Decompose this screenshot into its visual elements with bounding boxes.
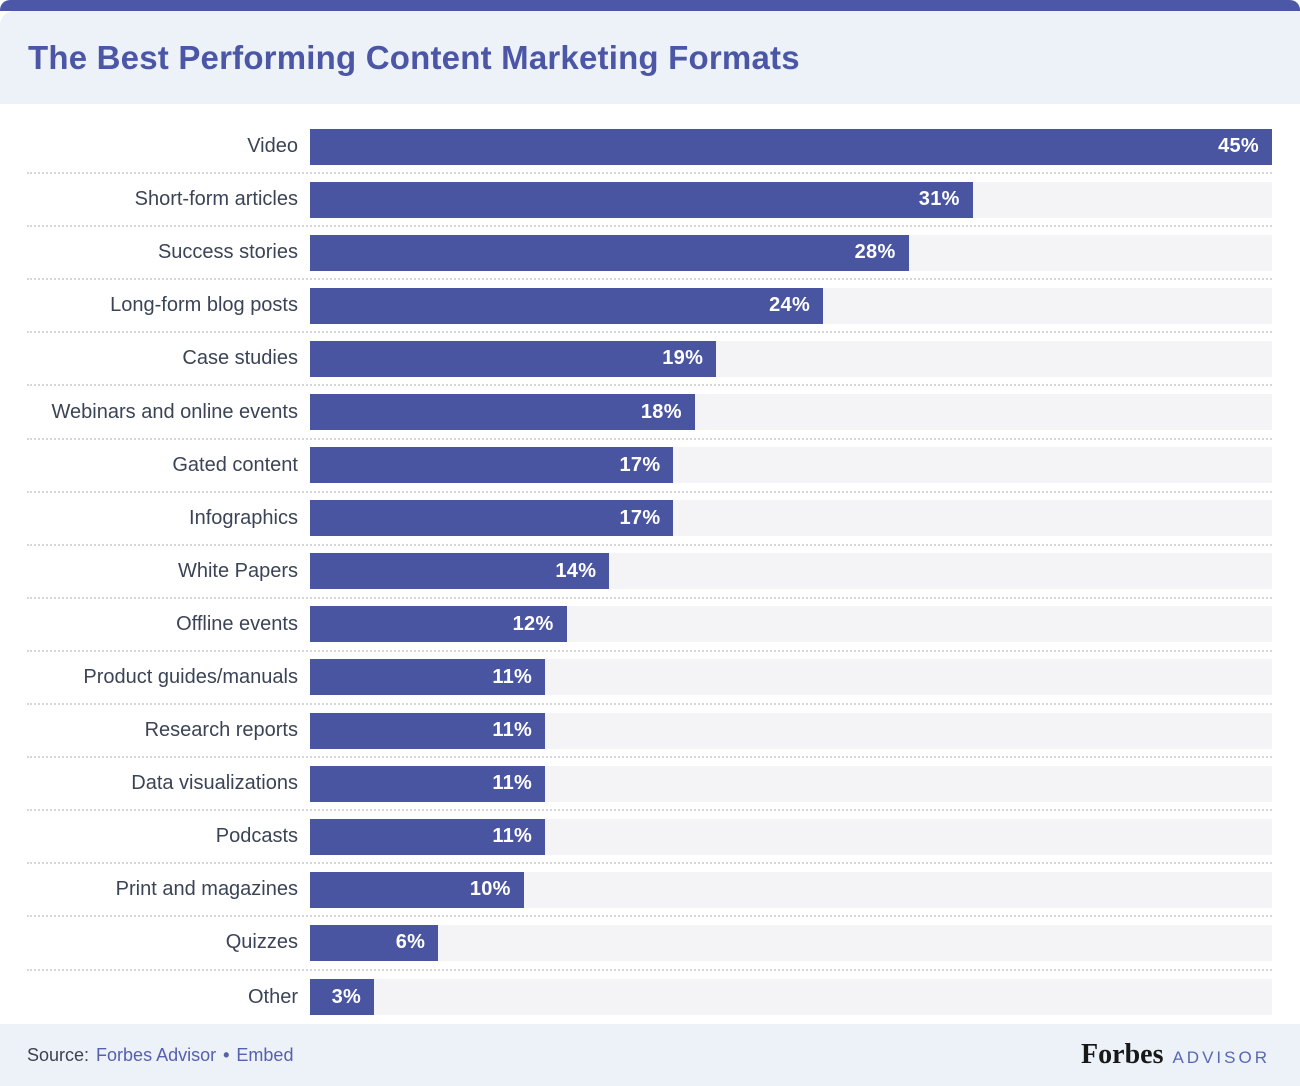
bar: 11% <box>310 712 546 749</box>
value-label: 3% <box>331 985 362 1008</box>
value-label: 31% <box>918 188 960 211</box>
bar: 11% <box>310 765 546 802</box>
value-label: 11% <box>492 772 533 795</box>
category-label: Success stories <box>157 241 298 264</box>
value-label: 14% <box>555 559 597 582</box>
footer: Source: Forbes Advisor • Embed Forbes AD… <box>0 1024 1300 1086</box>
category-label: Print and magazines <box>115 878 298 901</box>
forbes-advisor-logo[interactable]: Forbes ADVISOR <box>1081 1039 1270 1071</box>
bullet-separator: • <box>223 1044 230 1065</box>
chart-row: Short-form articles 31% <box>27 174 1272 228</box>
bar-track: 6% <box>310 924 1272 961</box>
bar-track: 18% <box>310 394 1272 431</box>
bar-track: 12% <box>310 606 1272 643</box>
value-label: 11% <box>492 665 533 688</box>
category-label: Case studies <box>182 347 298 370</box>
bar: 11% <box>310 818 546 855</box>
chart-row: Other 3% <box>27 971 1272 1024</box>
value-label: 28% <box>854 241 896 264</box>
accent-top-strip <box>0 0 1300 11</box>
bar: 17% <box>310 500 674 537</box>
bar: 19% <box>310 340 717 377</box>
value-label: 11% <box>492 825 533 848</box>
category-label: Product guides/manuals <box>83 665 298 688</box>
chart-row: Webinars and online events 18% <box>27 386 1272 440</box>
category-label: Quizzes <box>225 931 298 954</box>
bar-track: 3% <box>310 979 1272 1016</box>
chart-row: Offline events 12% <box>27 599 1272 652</box>
bar: 11% <box>310 659 546 696</box>
category-label: Podcasts <box>215 825 298 848</box>
chart-row: Long-form blog posts 24% <box>27 280 1272 334</box>
bar-track: 11% <box>310 765 1272 802</box>
bar: 18% <box>310 394 695 431</box>
chart-header: The Best Performing Content Marketing Fo… <box>0 11 1300 104</box>
bar-track: 11% <box>310 712 1272 749</box>
bar: 28% <box>310 234 909 271</box>
bar-track: 10% <box>310 871 1272 908</box>
bar-track: 14% <box>310 553 1272 590</box>
chart-row: Quizzes 6% <box>27 917 1272 971</box>
category-label: Offline events <box>176 612 298 635</box>
category-label: Gated content <box>172 453 298 476</box>
value-label: 19% <box>662 347 704 370</box>
bar-track: 11% <box>310 659 1272 696</box>
category-label: Short-form articles <box>134 188 298 211</box>
page-title: The Best Performing Content Marketing Fo… <box>28 38 800 76</box>
value-label: 45% <box>1218 135 1259 158</box>
chart-row: White Papers 14% <box>27 546 1272 599</box>
category-label: Infographics <box>189 506 298 529</box>
chart-row: Print and magazines 10% <box>27 864 1272 918</box>
chart-row: Gated content 17% <box>27 440 1272 493</box>
value-label: 11% <box>492 719 533 742</box>
chart-row: Podcasts 11% <box>27 811 1272 865</box>
chart-row: Infographics 17% <box>27 493 1272 546</box>
bar: 3% <box>310 979 375 1016</box>
bar: 17% <box>310 447 674 484</box>
bar: 14% <box>310 553 610 590</box>
value-label: 24% <box>769 294 811 317</box>
bar-track: 17% <box>310 500 1272 537</box>
bar: 31% <box>310 181 973 218</box>
chart-row: Data visualizations 11% <box>27 758 1272 812</box>
value-label: 17% <box>619 453 661 476</box>
source-prefix: Source: <box>27 1044 90 1065</box>
category-label: Video <box>247 135 298 158</box>
bar-chart: Video 45% Short-form articles 31% Success st… <box>0 104 1300 1024</box>
brand-advisor: ADVISOR <box>1172 1048 1270 1067</box>
value-label: 6% <box>395 931 426 954</box>
bar-track: 24% <box>310 287 1272 324</box>
value-label: 17% <box>619 506 661 529</box>
category-label: Data visualizations <box>131 772 298 795</box>
value-label: 18% <box>640 400 682 423</box>
bar-track: 17% <box>310 447 1272 484</box>
bar: 10% <box>310 871 524 908</box>
category-label: Long-form blog posts <box>110 294 298 317</box>
bar-track: 31% <box>310 181 1272 218</box>
value-label: 12% <box>512 612 554 635</box>
category-label: Webinars and online events <box>51 400 298 423</box>
bar: 6% <box>310 924 439 961</box>
chart-row: Product guides/manuals 11% <box>27 652 1272 706</box>
source-line: Source: Forbes Advisor • Embed <box>27 1045 293 1066</box>
bar-track: 19% <box>310 340 1272 377</box>
brand-forbes: Forbes <box>1081 1039 1164 1070</box>
bar-track: 28% <box>310 234 1272 271</box>
bar-track: 11% <box>310 818 1272 855</box>
chart-row: Case studies 19% <box>27 333 1272 387</box>
category-label: Research reports <box>144 719 298 742</box>
chart-row: Success stories 28% <box>27 227 1272 281</box>
category-label: White Papers <box>177 559 298 582</box>
source-link-forbes-advisor[interactable]: Forbes Advisor <box>96 1044 217 1065</box>
value-label: 10% <box>469 878 511 901</box>
chart-row: Research reports 11% <box>27 705 1272 759</box>
bar: 24% <box>310 287 824 324</box>
source-link-embed[interactable]: Embed <box>236 1044 294 1065</box>
chart-row: Video 45% <box>27 121 1272 175</box>
bar: 45% <box>310 128 1272 165</box>
bar: 12% <box>310 606 567 643</box>
category-label: Other <box>247 985 298 1008</box>
bar-track: 45% <box>310 128 1272 165</box>
